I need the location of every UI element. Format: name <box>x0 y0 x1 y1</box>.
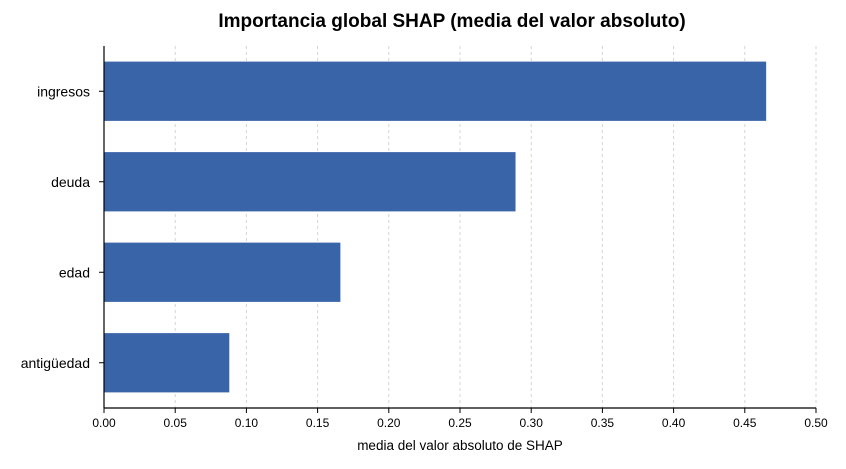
x-tick-label: 0.35 <box>591 416 615 430</box>
x-tick-label: 0.45 <box>733 416 757 430</box>
x-tick-label: 0.40 <box>662 416 686 430</box>
x-tick-label: 0.05 <box>164 416 188 430</box>
category-label: ingresos <box>37 83 90 99</box>
chart-title: Importancia global SHAP (media del valor… <box>218 11 685 32</box>
axes <box>99 46 817 413</box>
x-tick-label: 0.00 <box>92 416 116 430</box>
category-labels: ingresos deuda edad antigüedad <box>21 83 91 371</box>
category-label: edad <box>59 264 90 280</box>
category-label: antigüedad <box>21 355 90 371</box>
x-tick-label: 0.30 <box>520 416 544 430</box>
bar-edad <box>104 242 341 302</box>
x-tick-label: 0.15 <box>306 416 330 430</box>
bar-ingresos <box>104 61 767 121</box>
bar-deuda <box>104 152 516 212</box>
x-tick-label: 0.25 <box>448 416 472 430</box>
category-label: deuda <box>51 174 90 190</box>
x-axis-label: media del valor absoluto de SHAP <box>357 438 563 453</box>
bar-antigüedad <box>104 333 230 393</box>
x-tick-label: 0.20 <box>377 416 401 430</box>
x-tick-labels: 0.00 0.05 0.10 0.15 0.20 0.25 0.30 0.35 0.40 0.45… <box>92 416 828 430</box>
x-tick-label: 0.50 <box>804 416 828 430</box>
bars <box>104 61 767 393</box>
x-tick-label: 0.10 <box>235 416 259 430</box>
